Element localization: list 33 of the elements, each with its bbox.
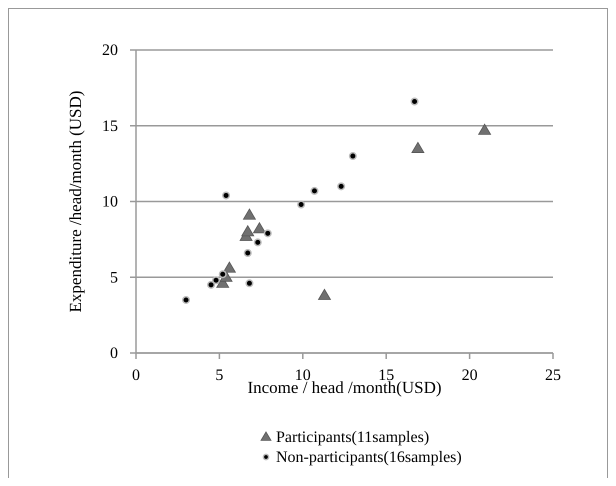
y-tick-label: 10 <box>102 194 118 210</box>
y-axis-title: Expenditure /head/month (USD) <box>66 90 85 312</box>
point <box>318 288 331 300</box>
point <box>245 279 254 288</box>
point <box>207 280 216 289</box>
point <box>212 276 220 284</box>
point <box>478 124 492 135</box>
point <box>264 229 272 238</box>
x-tick-label: 5 <box>215 367 224 384</box>
point <box>337 182 346 190</box>
point <box>310 186 318 195</box>
y-tick-label: 15 <box>102 118 118 135</box>
point <box>348 152 357 160</box>
point <box>223 262 236 273</box>
x-tick-label: 25 <box>545 367 561 384</box>
point <box>297 200 306 209</box>
y-tick-label: 5 <box>110 269 118 286</box>
point <box>254 238 262 246</box>
y-tick-label: 0 <box>110 345 118 362</box>
point <box>244 249 252 258</box>
point <box>253 222 266 234</box>
point <box>241 225 254 236</box>
legend-label: Participants(11samples) <box>276 429 430 446</box>
x-tick-label: 20 <box>462 367 478 384</box>
point <box>410 98 419 106</box>
x-tick-label: 0 <box>132 367 140 384</box>
point <box>222 191 230 200</box>
x-tick-label: 10 <box>294 367 311 384</box>
point <box>411 142 424 153</box>
legend-label: Non-participants(16samples) <box>276 449 462 466</box>
y-tick-label: 20 <box>102 42 118 59</box>
point <box>182 296 190 304</box>
point <box>243 208 256 220</box>
